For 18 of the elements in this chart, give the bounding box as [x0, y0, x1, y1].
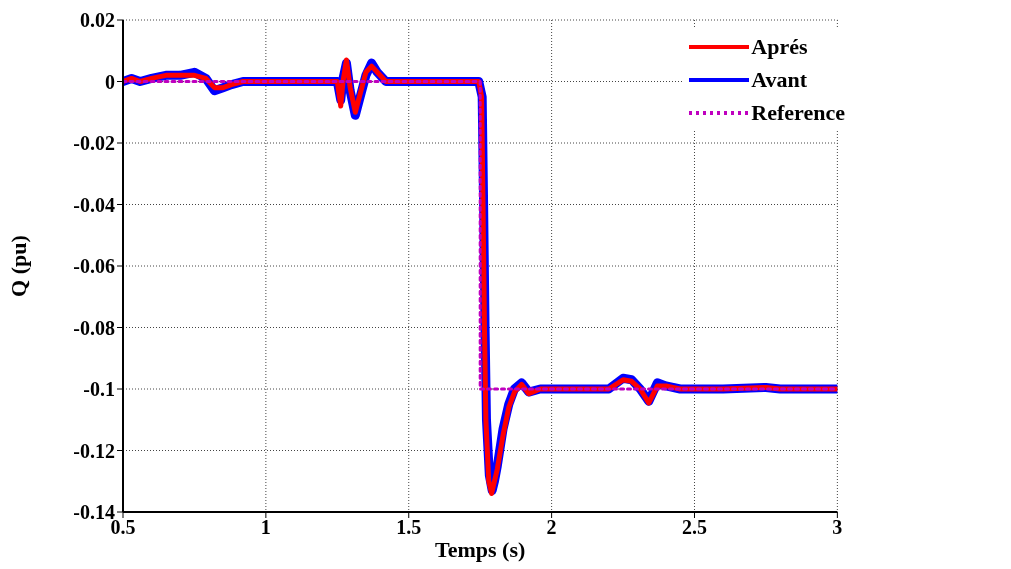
y-tick-label: 0.02 [80, 9, 115, 32]
y-tick-label: -0.12 [73, 439, 115, 462]
legend-label: Reference [751, 99, 845, 126]
y-tick-label: -0.1 [83, 378, 115, 401]
y-tick-label: -0.04 [73, 193, 115, 216]
legend-label: Aprés [751, 33, 808, 60]
y-axis-title: Q (pu) [5, 235, 31, 297]
y-tick-label: -0.02 [73, 132, 115, 155]
y-tick-label: -0.06 [73, 255, 115, 278]
legend-label: Avant [751, 66, 808, 93]
x-axis-title: Temps (s) [435, 537, 526, 562]
x-tick-label: 1 [260, 516, 271, 539]
y-tick-label: 0 [105, 70, 115, 93]
x-tick-label: 3 [832, 516, 843, 539]
y-tick-label: -0.08 [73, 316, 115, 339]
x-tick-label: 2.5 [681, 516, 707, 539]
x-tick-label: 1.5 [396, 516, 422, 539]
x-tick-label: 2 [546, 516, 557, 539]
